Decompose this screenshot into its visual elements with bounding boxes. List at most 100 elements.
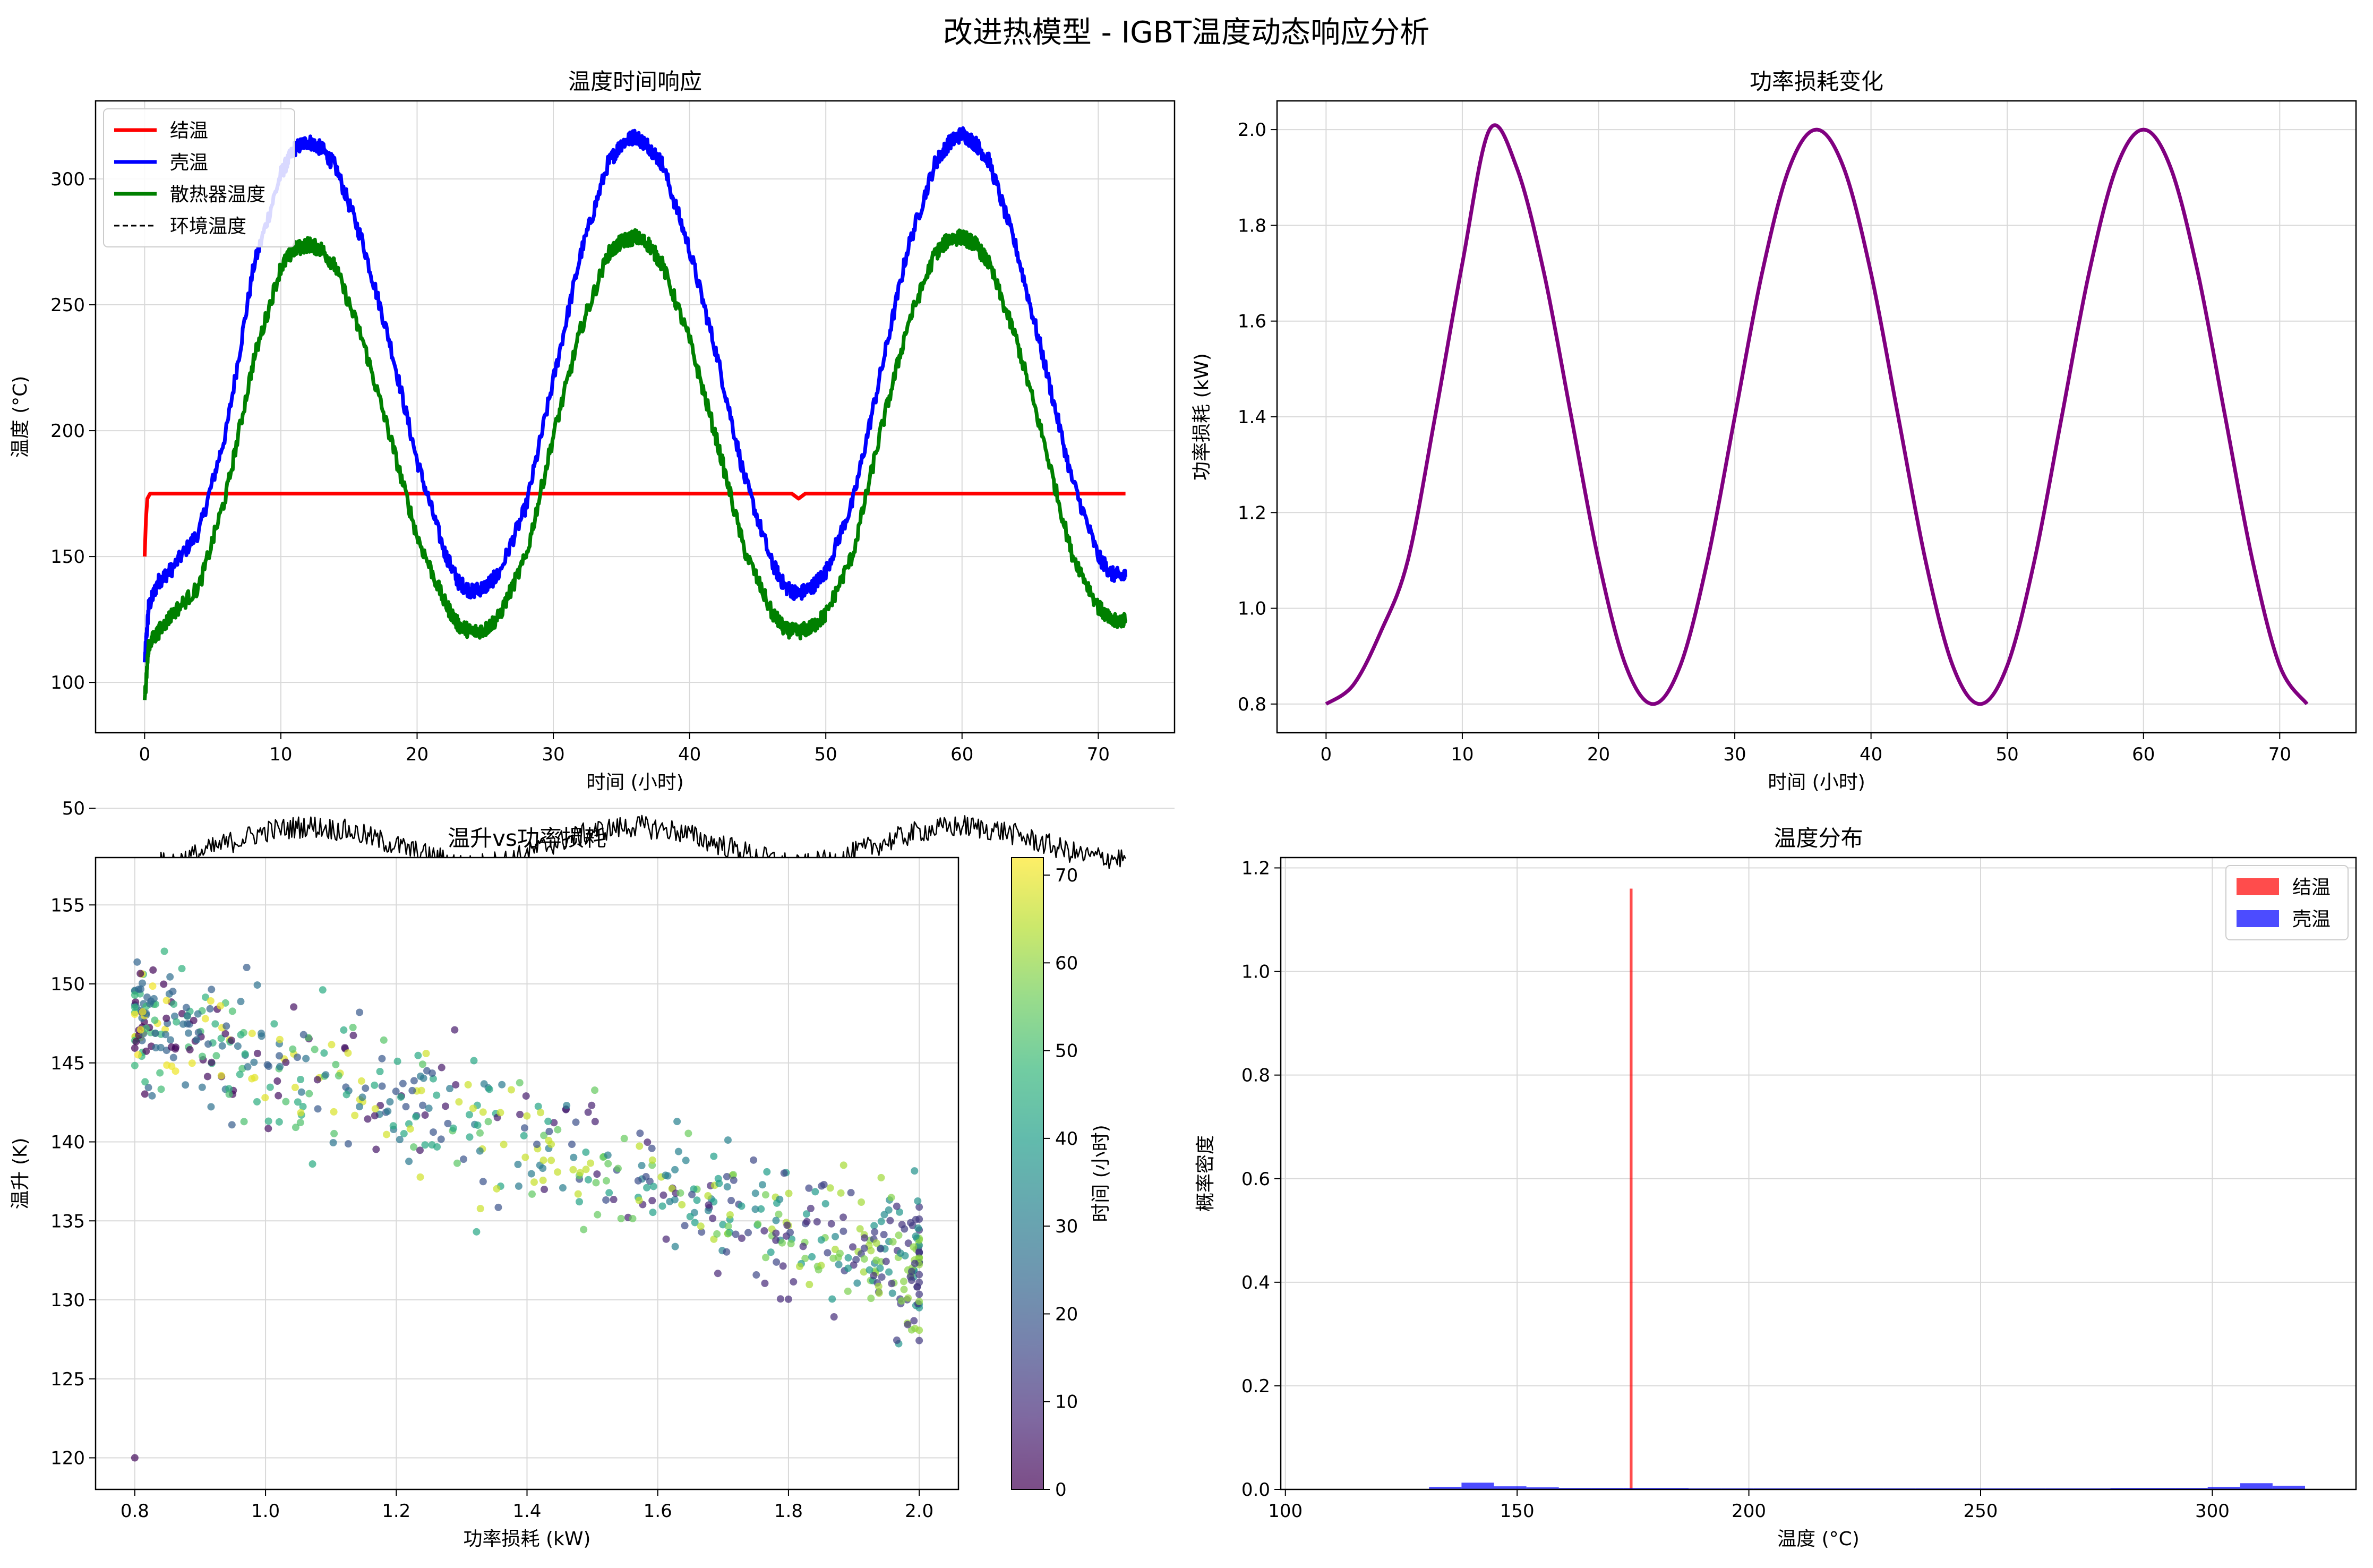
scatter-point — [547, 1140, 555, 1148]
y-tick-label: 140 — [50, 1132, 85, 1153]
scatter-point — [479, 1178, 487, 1186]
scatter-point — [451, 1026, 459, 1034]
scatter-point — [444, 1119, 452, 1127]
y-tick-label: 135 — [50, 1211, 85, 1232]
scatter-point — [871, 1228, 879, 1236]
scatter-point — [828, 1295, 836, 1303]
scatter-point — [591, 1118, 599, 1126]
scatter-point — [496, 1109, 504, 1117]
scatter-point — [222, 1022, 230, 1030]
scatter-point — [787, 1240, 795, 1248]
scatter-point — [638, 1162, 646, 1170]
series-line-2 — [142, 228, 1128, 700]
scatter-point — [139, 1008, 147, 1016]
scatter-point — [878, 1273, 886, 1281]
colorbar-tick-label: 60 — [1055, 953, 1078, 974]
scatter-point — [241, 1050, 249, 1058]
y-tick-label: 145 — [50, 1053, 85, 1074]
scatter-point — [396, 1136, 404, 1144]
scatter-point — [186, 1046, 194, 1053]
scatter-point — [559, 1184, 567, 1192]
scatter-point — [302, 1055, 310, 1063]
scatter-point — [738, 1202, 746, 1210]
scatter-point — [330, 1129, 338, 1137]
scatter-point — [910, 1317, 918, 1325]
scatter-point — [889, 1238, 897, 1246]
scatter-point — [738, 1235, 746, 1243]
scatter-point — [674, 1147, 682, 1155]
scatter-point — [248, 1030, 256, 1038]
scatter-point — [157, 1085, 165, 1093]
scatter-point — [465, 1111, 473, 1119]
legend-label: 壳温 — [170, 152, 208, 174]
hist-bar-1 — [1461, 1483, 1494, 1489]
scatter-point — [808, 1253, 816, 1261]
scatter-point — [584, 1176, 592, 1184]
scatter-point — [494, 1203, 502, 1211]
scatter-point — [184, 1029, 192, 1037]
y-tick-label: 0.0 — [1241, 1479, 1270, 1501]
scatter-point — [576, 1198, 584, 1206]
scatter-point — [136, 970, 144, 978]
scatter-point — [521, 1153, 529, 1161]
scatter-point — [910, 1243, 918, 1251]
scatter-point — [149, 982, 157, 990]
scatter-point — [915, 1298, 923, 1306]
scatter-point — [199, 1052, 207, 1060]
scatter-point — [763, 1168, 771, 1176]
scatter-point — [870, 1222, 878, 1230]
scatter-point — [867, 1247, 875, 1255]
scatter-point — [144, 1084, 152, 1092]
legend-label: 壳温 — [2292, 909, 2331, 930]
scatter-point — [275, 1118, 283, 1126]
y-axis-label: 温升 (K) — [10, 1137, 31, 1209]
y-tick-label: 300 — [50, 169, 85, 190]
scatter-point — [914, 1197, 922, 1205]
series-line-0 — [142, 492, 1126, 557]
scatter-point — [757, 1205, 765, 1213]
scatter-point — [682, 1156, 690, 1164]
scatter-point — [681, 1222, 689, 1230]
y-tick-label: 150 — [50, 546, 85, 568]
scatter-point — [715, 1179, 723, 1187]
scatter-point — [772, 1236, 780, 1244]
legend-swatch — [2237, 878, 2279, 895]
x-tick-label: 70 — [1087, 744, 1110, 765]
scatter-point — [397, 1093, 405, 1101]
scatter-point — [423, 1067, 431, 1075]
scatter-point — [188, 1059, 196, 1067]
x-tick-label: 0 — [1321, 744, 1332, 765]
legend-label: 环境温度 — [170, 216, 246, 237]
scatter-point — [773, 1199, 781, 1207]
scatter-point — [860, 1268, 868, 1276]
scatter-point — [705, 1201, 713, 1209]
scatter-point — [516, 1079, 524, 1087]
scatter-point — [911, 1167, 919, 1175]
scatter-point — [911, 1259, 919, 1267]
scatter-point — [408, 1086, 416, 1094]
scatter-point — [799, 1243, 807, 1250]
scatter-point — [166, 973, 174, 981]
scatter-point — [693, 1196, 701, 1204]
scatter-point — [662, 1171, 670, 1179]
scatter-point — [405, 1158, 413, 1166]
x-tick-label: 20 — [406, 744, 429, 765]
scatter-point — [915, 1336, 923, 1344]
scatter-point — [309, 1160, 316, 1168]
scatter-point — [276, 1063, 284, 1070]
scatter-point — [194, 1029, 202, 1036]
y-axis-label: 概率密度 — [1195, 1135, 1217, 1212]
scatter-point — [537, 1109, 545, 1117]
scatter-point — [261, 1094, 269, 1102]
y-tick-label: 130 — [50, 1290, 85, 1311]
y-tick-label: 1.0 — [1241, 962, 1270, 983]
y-tick-label: 100 — [50, 672, 85, 693]
scatter-point — [671, 1196, 679, 1204]
x-tick-label: 60 — [950, 744, 973, 765]
scatter-point — [821, 1199, 829, 1207]
scatter-point — [704, 1192, 712, 1200]
scatter-point — [131, 1061, 139, 1069]
hist-bar-1 — [1494, 1486, 1527, 1489]
scatter-point — [877, 1245, 885, 1253]
scatter-point — [297, 1076, 305, 1084]
